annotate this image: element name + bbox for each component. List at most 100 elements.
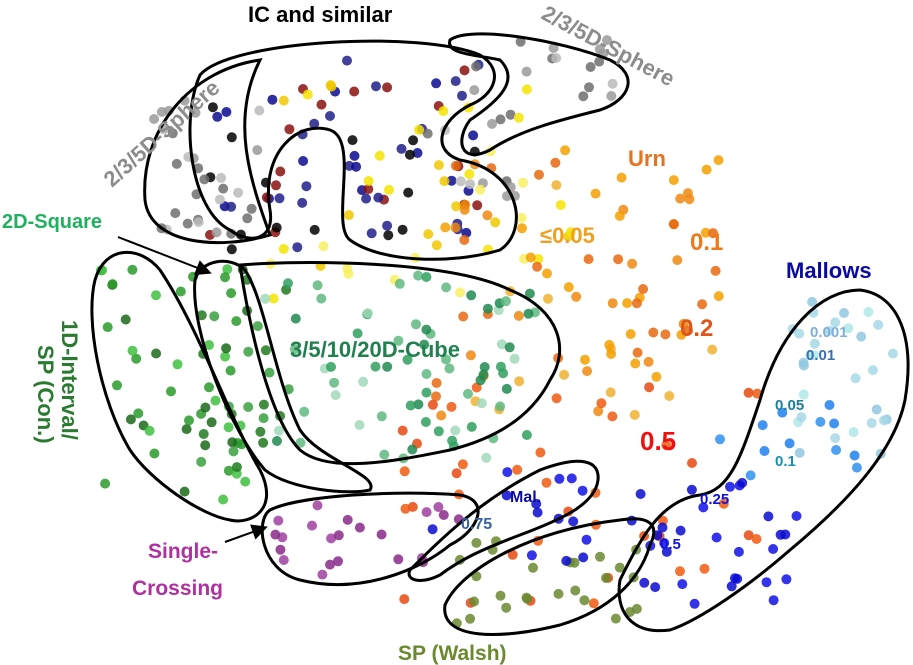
dot-mallows-low: [830, 317, 841, 328]
label-urn-0.1: 0.1: [690, 229, 723, 256]
dot-urn: [708, 228, 719, 239]
dot-mallows-high: [566, 473, 577, 484]
dot-urn: [450, 160, 461, 171]
dot-mallows-low: [798, 360, 809, 371]
dot-urn: [534, 169, 544, 180]
dot-interval: [184, 415, 194, 426]
dot-mallows-high: [554, 473, 565, 484]
dot-interval: [221, 343, 232, 354]
label-sphere-left: 2/3/5D-Sphere: [99, 75, 225, 192]
dot-ic: [361, 193, 372, 204]
dot-square: [228, 446, 239, 457]
dot-cube: [299, 406, 310, 417]
dot-single-crossing: [376, 529, 387, 540]
dot-urn: [668, 219, 679, 230]
label-mallows-0.05: 0.05: [775, 397, 804, 414]
dot-sphere: [190, 107, 201, 118]
dot-urn: [580, 354, 590, 365]
dot-sphere: [211, 227, 222, 238]
sphere-right-outline: [448, 32, 630, 157]
dot-cube: [260, 293, 271, 304]
dot-ic: [366, 228, 377, 239]
dot-interval: [144, 425, 155, 436]
dot-urn-low: [431, 240, 442, 251]
dot-mallows-low: [879, 415, 889, 426]
dot-mallows-high: [581, 534, 592, 545]
dot-walsh: [614, 562, 625, 573]
label-interval-line2: SP (Con.): [33, 345, 58, 444]
dot-urn-high: [743, 530, 754, 541]
dot-ic: [397, 224, 408, 235]
dot-mallows-high: [733, 546, 744, 557]
dot-mallows-low: [856, 331, 867, 342]
dot-urn: [660, 329, 671, 340]
label-urn: Urn: [628, 146, 666, 171]
dot-urn: [643, 356, 654, 367]
dot-sphere: [515, 36, 526, 47]
dot-cube: [376, 411, 387, 422]
dot-cube: [433, 426, 444, 437]
dot-ic: [404, 149, 415, 160]
dot-mallows-low: [867, 365, 878, 376]
dot-urn: [465, 350, 476, 361]
dot-urn: [482, 210, 493, 221]
dot-cube: [479, 362, 490, 372]
dot-interval: [166, 386, 176, 397]
dot-ic: [472, 200, 483, 211]
dot-mallows-high: [650, 582, 661, 593]
dot-urn: [664, 391, 675, 401]
dot-cube: [326, 361, 336, 372]
square-arrow: [117, 236, 212, 276]
dot-cube: [283, 278, 293, 289]
dot-sphere: [585, 62, 596, 72]
label-mallows: Mallows: [786, 258, 872, 283]
dot-mallows-mid: [715, 434, 725, 445]
dot-urn-low: [439, 176, 450, 187]
dot-urn: [559, 369, 570, 380]
dot-ic: [297, 197, 308, 208]
dot-cube: [419, 339, 430, 350]
dot-interval: [181, 424, 192, 435]
dot-sphere: [170, 208, 181, 219]
dot-mallows-low: [871, 404, 882, 415]
dot-ic: [271, 180, 281, 191]
dot-cube: [466, 421, 477, 432]
dot-mallows-high: [639, 577, 650, 588]
dot-square: [231, 462, 242, 473]
dot-mallows-high: [531, 498, 542, 509]
dot-single-crossing: [354, 522, 365, 533]
dot-mallows-high: [501, 490, 512, 501]
square-outline: [193, 259, 373, 494]
dot-mallows-high: [763, 511, 774, 522]
dot-sphere: [469, 85, 480, 96]
dot-cube: [482, 303, 493, 314]
dot-mallows-high: [502, 467, 513, 478]
dot-mallows-low: [794, 447, 805, 458]
interval-outline: [90, 250, 268, 523]
dot-cube: [354, 420, 365, 430]
dot-urn: [440, 222, 451, 233]
dot-mallows-low: [824, 325, 835, 336]
dot-cube: [444, 363, 455, 374]
dot-mallows-high: [768, 595, 779, 606]
dot-mallows-high: [761, 577, 772, 588]
dot-urn: [629, 409, 640, 420]
dot-sphere: [149, 114, 160, 124]
dot-urn: [532, 261, 543, 272]
dot-urn: [713, 155, 724, 166]
dot-cube: [358, 376, 369, 387]
dot-sphere: [471, 61, 482, 72]
dot-mallows-low: [839, 308, 849, 318]
dot-mallows-low: [887, 348, 898, 359]
dot-interval: [204, 382, 214, 393]
dot-single-crossing: [325, 559, 335, 570]
dot-ic: [373, 192, 384, 203]
dot-urn: [606, 349, 617, 359]
dot-cube: [524, 288, 535, 299]
dot-sphere: [548, 43, 559, 53]
dot-interval: [175, 286, 186, 297]
dot-urn: [651, 371, 662, 382]
dot-cube: [495, 401, 506, 412]
dot-urn: [668, 175, 679, 186]
dot-urn-low: [490, 217, 501, 228]
